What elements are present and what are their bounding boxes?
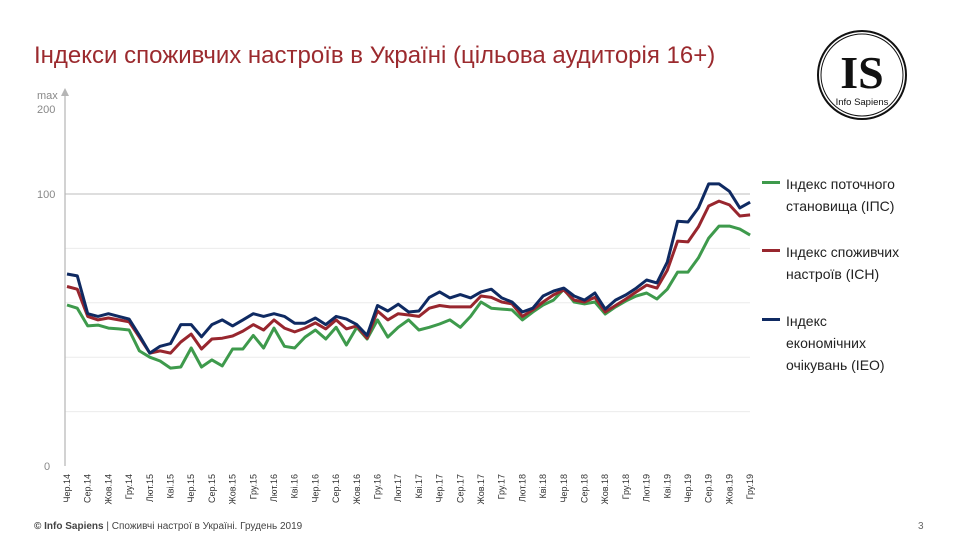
legend-swatch-ich	[762, 249, 780, 252]
footer-brand: © Info Sapiens	[34, 521, 104, 532]
legend-item-ips: Індекс поточного становища (ІПС)	[762, 173, 956, 217]
y-tick-100: 100	[37, 189, 55, 201]
x-tick-label: Чер.19	[683, 474, 693, 503]
footer: © Info Sapiens | Споживчі настрої в Укра…	[34, 521, 302, 532]
x-tick-label: Сер.17	[455, 474, 465, 503]
x-tick-label: Лют.15	[145, 474, 155, 502]
gridlines	[65, 193, 750, 413]
x-tick-label: Лют.16	[269, 474, 279, 502]
x-tick-label: Чер.14	[62, 474, 72, 503]
page-title: Індекси споживчих настроїв в Україні (ці…	[34, 42, 716, 69]
y-axis-arrow-icon	[61, 88, 69, 96]
x-tick-label: Лют.18	[517, 474, 527, 502]
y-axis-max-value: 200	[37, 104, 55, 116]
x-tick-label: Кві.18	[538, 474, 548, 499]
page-number: 3	[918, 521, 924, 532]
x-tick-label: Сер.15	[207, 474, 217, 503]
y-axis-max-word: max	[37, 90, 58, 102]
x-tick-label: Кві.16	[290, 474, 300, 499]
info-sapiens-logo: IS Info Sapiens	[817, 30, 907, 120]
x-tick-label: Сер.19	[704, 474, 714, 503]
x-tick-label: Жов.19	[724, 474, 734, 505]
x-tick-label: Чер.17	[435, 474, 445, 503]
x-tick-label: Чер.18	[559, 474, 569, 503]
x-tick-label: Жов.15	[228, 474, 238, 505]
x-tick-label: Гру.17	[497, 474, 507, 499]
x-tick-label: Чер.15	[186, 474, 196, 503]
logo-name: Info Sapiens	[836, 97, 889, 108]
series-line-ieo	[66, 182, 751, 355]
x-tick-label: Жов.16	[352, 474, 362, 505]
legend-label-ieo: Індекс економічних очікувань (ІЕО)	[786, 313, 885, 373]
footer-text: | Споживчі настрої в Україні. Грудень 20…	[103, 521, 303, 532]
legend-label-ich: Індекс споживчих настроїв (ІСН)	[786, 244, 900, 282]
x-tick-label: Кві.15	[166, 474, 176, 499]
x-tick-label: Сер.14	[83, 474, 93, 503]
x-tick-label: Жов.17	[476, 474, 486, 505]
legend-item-ich: Індекс споживчих настроїв (ІСН)	[762, 241, 956, 285]
x-tick-label: Сер.16	[331, 474, 341, 503]
x-tick-label: Жов.14	[103, 474, 113, 505]
x-tick-label: Гру.19	[745, 474, 755, 499]
x-tick-labels: Чер.14 Сер.14 Жов.14 Гру.14 Лют.15 Кві.15 Чер.…	[62, 474, 755, 505]
series-line-ips	[66, 224, 751, 370]
x-tick-label: Гру.15	[248, 474, 258, 499]
x-tick-label: Сер.18	[580, 474, 590, 503]
series-lines	[66, 182, 751, 370]
legend-swatch-ips	[762, 181, 780, 184]
series-line-ich	[66, 199, 751, 355]
x-tick-label: Жов.18	[600, 474, 610, 505]
x-tick-label: Гру.16	[373, 474, 383, 499]
x-tick-label: Кві.17	[414, 474, 424, 499]
x-tick-label: Гру.18	[621, 474, 631, 499]
legend-swatch-ieo	[762, 318, 780, 321]
legend-label-ips: Індекс поточного становища (ІПС)	[786, 176, 895, 214]
x-tick-label: Лют.19	[642, 474, 652, 502]
x-tick-label: Лют.17	[393, 474, 403, 502]
x-tick-label: Гру.14	[124, 474, 134, 499]
x-tick-label: Кві.19	[662, 474, 672, 499]
logo-letters: IS	[840, 47, 883, 98]
y-tick-0: 0	[44, 461, 50, 473]
x-tick-label: Чер.16	[310, 474, 320, 503]
legend-item-ieo: Індекс економічних очікувань (ІЕО)	[762, 310, 906, 376]
